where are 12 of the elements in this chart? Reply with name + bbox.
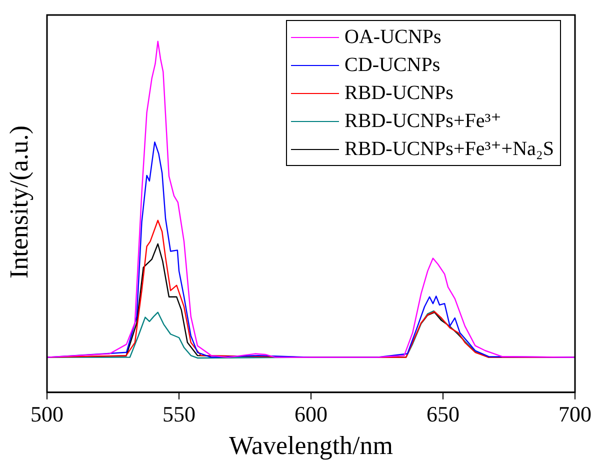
x-tick-label: 550 — [162, 401, 196, 426]
x-tick-label: 650 — [426, 401, 460, 426]
legend-label: RBD-UCNPs — [344, 81, 454, 106]
legend-label: RBD-UCNPs+Fe³⁺ — [344, 109, 502, 134]
x-tick-label: 500 — [30, 401, 64, 426]
x-tick-label: 700 — [558, 401, 592, 426]
y-axis-title: Intensity/(a.u.) — [5, 124, 35, 278]
legend-label: RBD-UCNPs+Fe³⁺+Na₂S — [344, 137, 554, 162]
x-axis-title: Wavelength/nm — [229, 431, 393, 460]
x-tick-label: 600 — [294, 401, 328, 426]
legend-label: OA-UCNPs — [344, 25, 442, 50]
legend-label: CD-UCNPs — [344, 53, 440, 78]
